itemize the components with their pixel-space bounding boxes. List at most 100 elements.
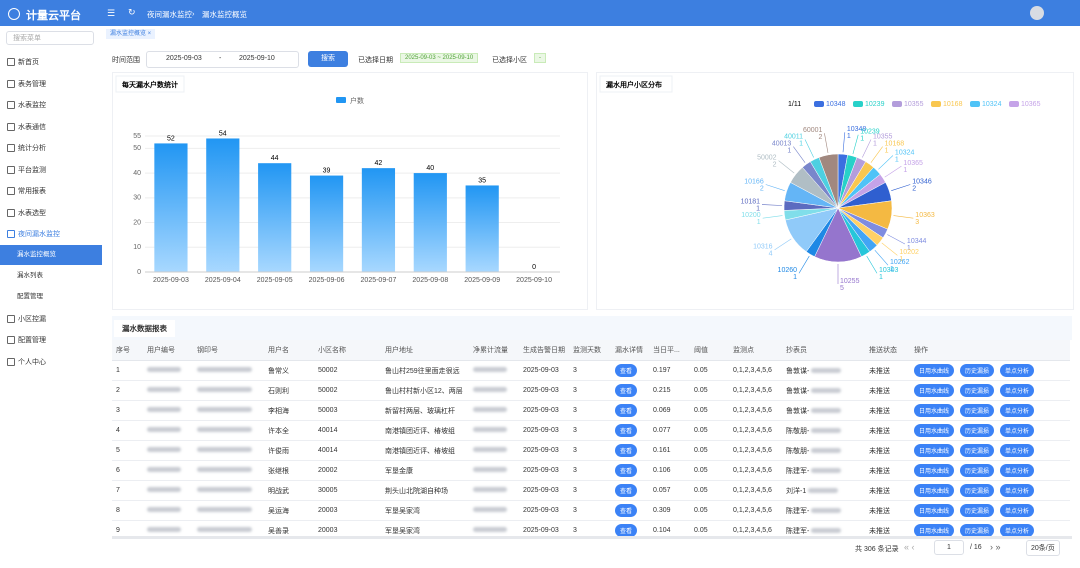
action-button[interactable]: 历史漏损 — [960, 464, 995, 477]
action-button[interactable]: 日用水曲线 — [914, 504, 955, 517]
search-button[interactable]: 搜索 — [308, 51, 348, 67]
slice-label: 10324 — [895, 149, 915, 156]
table-cell — [193, 380, 264, 401]
menu-item[interactable]: 配置管理 — [18, 337, 46, 344]
legend-swatch — [853, 101, 863, 107]
table-cell: 0.104 — [649, 520, 690, 538]
detail-button[interactable]: 查看 — [615, 444, 638, 457]
detail-button[interactable]: 查看 — [615, 404, 638, 417]
table-cell: 0.05 — [690, 420, 729, 441]
bar — [154, 143, 188, 272]
detail-button[interactable]: 查看 — [615, 484, 638, 497]
table-cell: 荆头山北院湖自种场 — [381, 480, 469, 501]
cell-text: 陈敬朋- — [786, 427, 810, 435]
action-button[interactable]: 历史漏损 — [960, 384, 995, 397]
slice-value: 2 — [819, 134, 823, 141]
table-row: 2 石则利 50002 鲁山村村新小区12、两层 2025-09-03 3 查看 0.215 0… — [112, 380, 1070, 401]
detail-button[interactable]: 查看 — [615, 384, 638, 397]
breadcrumb-1[interactable]: 夜间漏水监控 — [147, 10, 192, 19]
submenu-item[interactable]: 配置管理 — [17, 292, 43, 300]
action-button[interactable]: 历史漏损 — [960, 444, 995, 457]
refresh[interactable]: ↻ — [128, 7, 136, 17]
menu-item[interactable]: 常用报表 — [18, 188, 46, 195]
avatar[interactable] — [1030, 6, 1044, 20]
action-button[interactable]: 单点分析 — [1000, 524, 1035, 537]
submenu-item[interactable]: 漏水列表 — [17, 271, 43, 279]
redacted — [473, 447, 507, 452]
redacted — [811, 387, 842, 393]
action-button[interactable]: 日用水曲线 — [914, 484, 955, 497]
menu-item[interactable]: 个人中心 — [18, 358, 46, 366]
action-button[interactable]: 单点分析 — [1000, 404, 1035, 417]
menu-item[interactable]: 平台监测 — [18, 166, 46, 174]
menu-search[interactable]: 搜索菜单 — [6, 31, 94, 45]
chart-title: 漏水用户小区分布 — [606, 80, 662, 89]
table-cell: 未推送 — [865, 480, 910, 501]
cell-text: 吴善录 — [268, 527, 289, 535]
table-cell: 查看 — [611, 400, 649, 421]
table-cell: 3 — [569, 420, 611, 441]
pager-nav[interactable]: › » — [990, 542, 1001, 552]
cell-text: 鲁敦谋- — [786, 367, 810, 375]
action-button[interactable]: 单点分析 — [1000, 484, 1035, 497]
detail-button[interactable]: 查看 — [615, 424, 638, 437]
action-button[interactable]: 日用水曲线 — [914, 364, 955, 377]
cell-text: 30005 — [318, 487, 338, 494]
action-button[interactable]: 历史漏损 — [960, 404, 995, 417]
table-cell: 0.05 — [690, 480, 729, 501]
action-button[interactable]: 历史漏损 — [960, 424, 995, 437]
table-cell: 查看 — [611, 440, 649, 461]
action-button[interactable]: 历史漏损 — [960, 364, 995, 377]
legend-label: 10324 — [982, 101, 1002, 108]
detail-button[interactable]: 查看 — [615, 464, 638, 477]
cell-text: 陈敬朋- — [786, 447, 810, 455]
action-button[interactable]: 日用水曲线 — [914, 524, 955, 537]
action-button[interactable]: 单点分析 — [1000, 364, 1035, 377]
header-row: 序号 用户编号 钢印号 用户名 小区名称 用户地址 净累计流量 生成告警日期 监测天数 漏水详情当… — [112, 340, 1070, 361]
menu-item[interactable]: 水表通信 — [18, 123, 46, 131]
action-button[interactable]: 日用水曲线 — [914, 464, 955, 477]
action-button[interactable]: 日用水曲线 — [914, 424, 955, 437]
action-button[interactable]: 单点分析 — [1000, 444, 1035, 457]
detail-button[interactable]: 查看 — [615, 504, 638, 517]
redacted — [147, 427, 181, 432]
leader-line — [874, 249, 889, 266]
cell-text: 3 — [573, 527, 577, 534]
menu-item[interactable]: 统计分析 — [18, 145, 46, 152]
detail-button[interactable]: 查看 — [615, 524, 638, 537]
action-button[interactable]: 历史漏损 — [960, 524, 995, 537]
action-button[interactable]: 历史漏损 — [960, 504, 995, 517]
detail-button[interactable]: 查看 — [615, 364, 638, 377]
cell-text: 0,1,2,3,4,5,6 — [733, 507, 772, 514]
menu-item[interactable]: 小区控漏 — [18, 315, 46, 323]
table-cell — [469, 460, 519, 481]
action-button[interactable]: 日用水曲线 — [914, 404, 955, 417]
menu-item[interactable]: 夜间漏水监控 — [18, 231, 60, 238]
redacted — [197, 527, 252, 532]
menu-item[interactable]: 表务管理 — [18, 80, 46, 88]
pager-page[interactable]: 1 — [934, 540, 964, 555]
tab[interactable]: 漏水监控概览 × — [106, 29, 156, 39]
cell-text: 3 — [116, 407, 120, 414]
header — [0, 0, 1080, 26]
menu-toggle[interactable]: ☰ — [107, 8, 116, 18]
bar — [309, 175, 344, 272]
cell-text: 6 — [116, 467, 120, 474]
table-cell: 3 — [569, 400, 611, 421]
slice-value: 4 — [769, 251, 773, 258]
action-button[interactable]: 单点分析 — [1000, 464, 1035, 477]
pager-size[interactable]: 20条/页 — [1026, 540, 1060, 556]
action-button[interactable]: 日用水曲线 — [914, 444, 955, 457]
menu-item[interactable]: 新首页 — [18, 59, 39, 66]
menu-item[interactable]: 水表监控 — [18, 102, 46, 109]
action-button[interactable]: 单点分析 — [1000, 424, 1035, 437]
table-cell: 0.106 — [649, 460, 690, 481]
action-button[interactable]: 单点分析 — [1000, 504, 1035, 517]
action-button[interactable]: 单点分析 — [1000, 384, 1035, 397]
menu-item[interactable]: 水表选型 — [18, 209, 46, 217]
table-cell: 0.077 — [649, 420, 690, 441]
table-cell — [143, 460, 193, 481]
submenu-item[interactable]: 漏水监控概览 — [0, 244, 102, 265]
action-button[interactable]: 日用水曲线 — [914, 384, 955, 397]
action-button[interactable]: 历史漏损 — [960, 484, 995, 497]
